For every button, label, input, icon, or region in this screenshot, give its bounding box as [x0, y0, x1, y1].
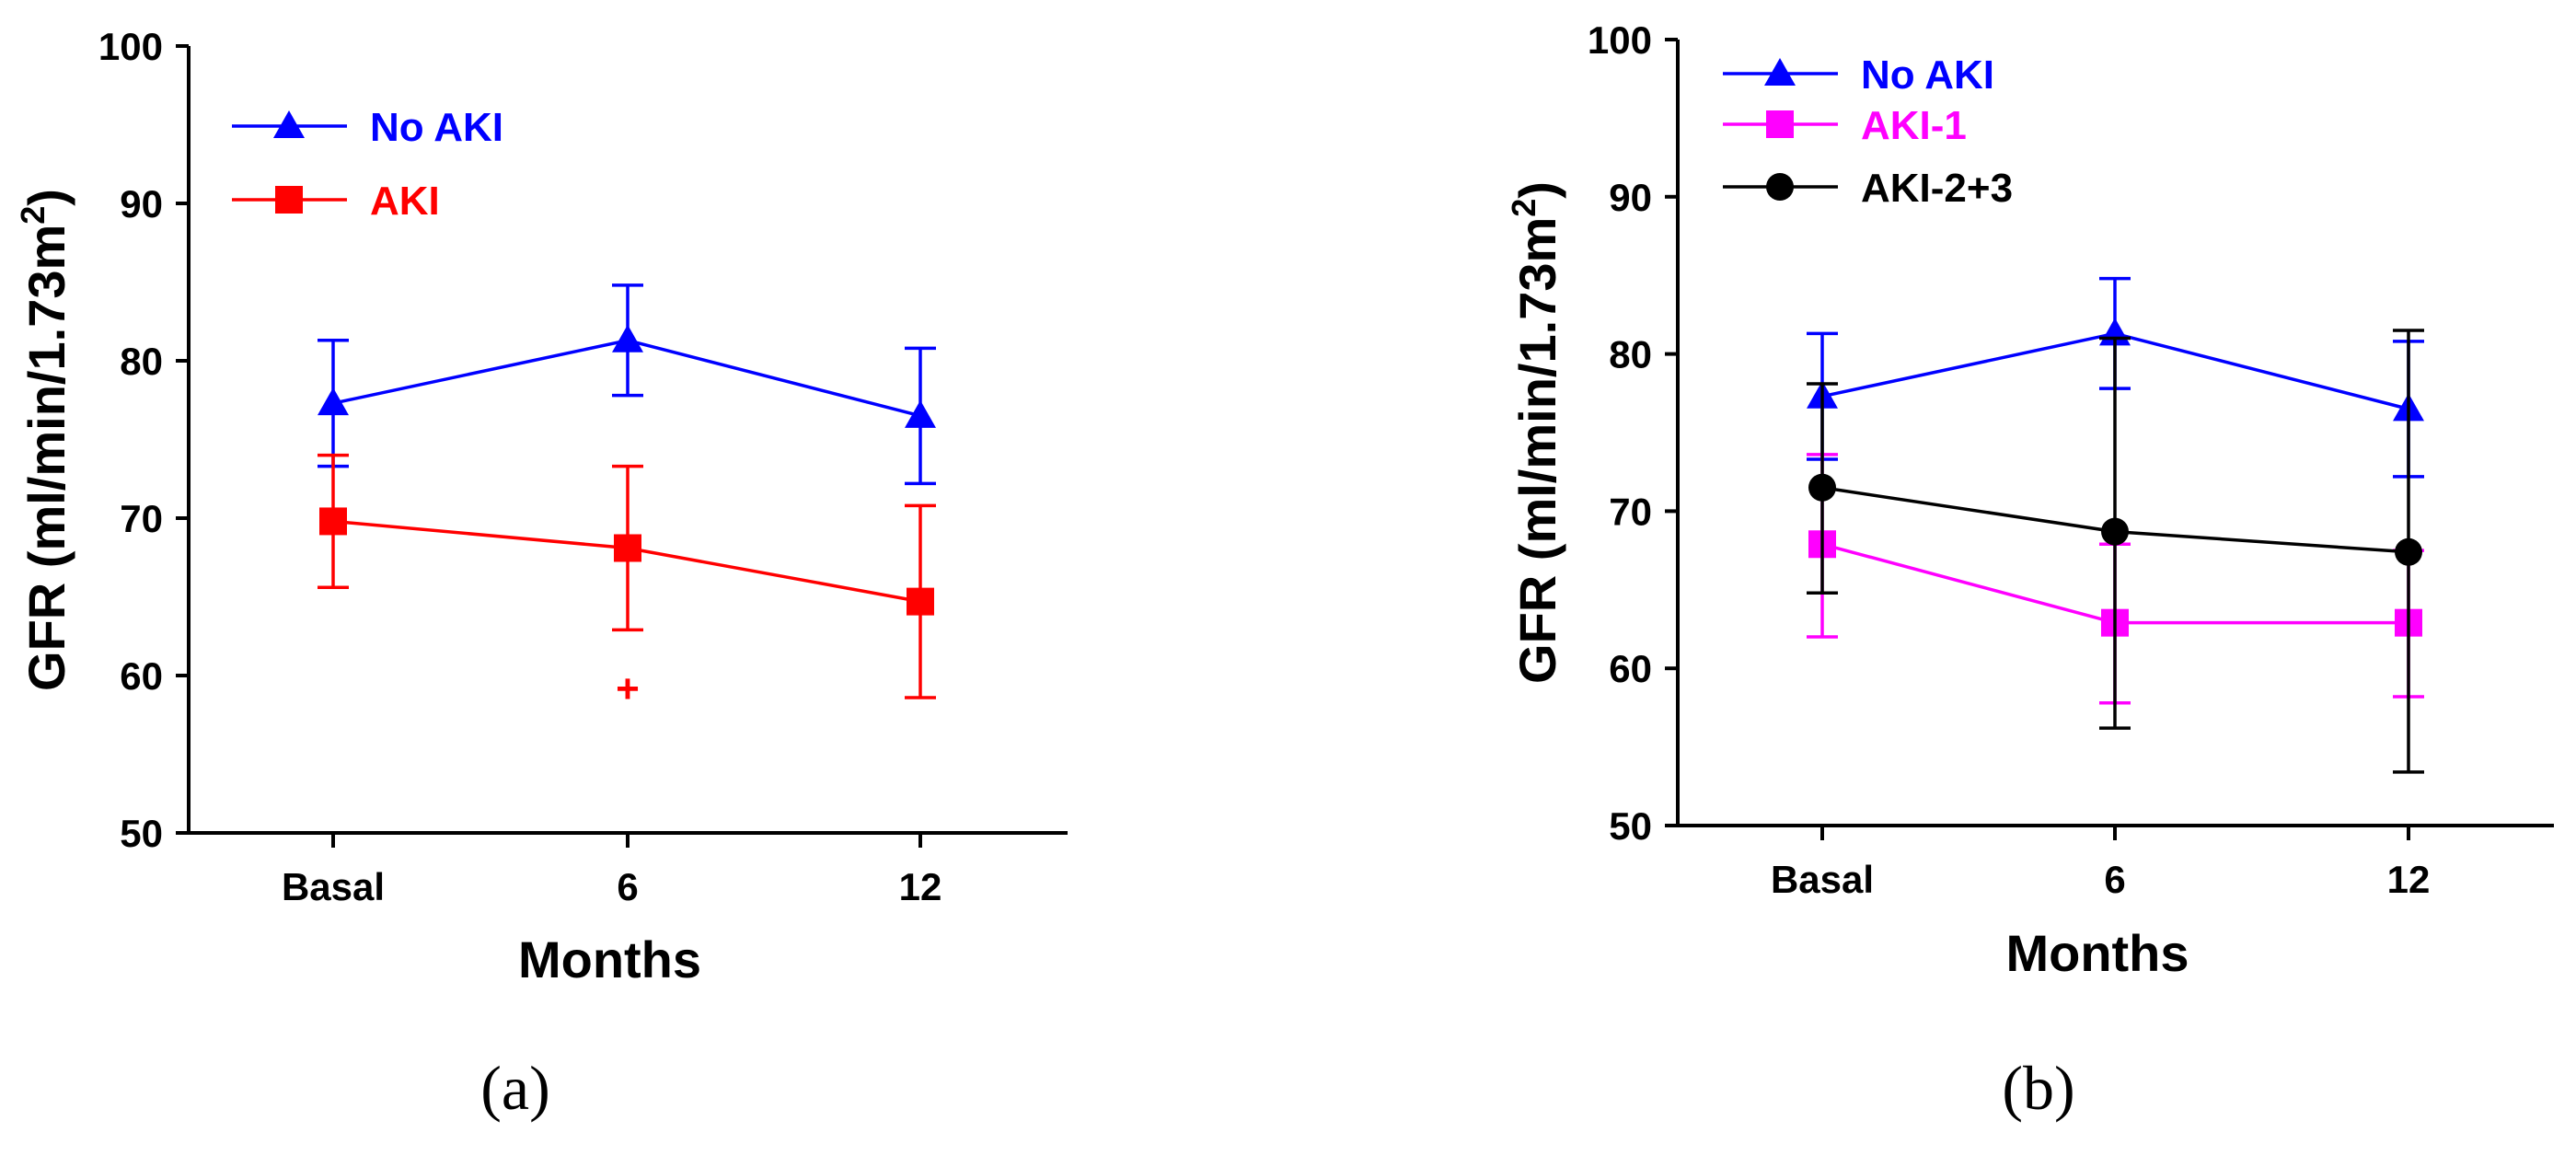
- y-tick-label: 90: [1609, 176, 1652, 219]
- data-point: [319, 507, 347, 536]
- x-tick-label: 6: [2104, 858, 2125, 901]
- legend-entry: AKI: [232, 179, 440, 224]
- y-tick-label: 60: [1609, 647, 1652, 690]
- data-point: [614, 534, 641, 562]
- significance-marker: +: [616, 666, 640, 711]
- legend-entry: AKI-1: [1723, 103, 1967, 148]
- y-tick-label: 90: [120, 182, 163, 225]
- x-tick-label: Basal: [282, 865, 385, 908]
- series-2: [1807, 329, 2424, 774]
- series-1: [318, 453, 936, 699]
- legend-marker: [1766, 173, 1794, 201]
- series-0: [318, 283, 936, 486]
- legend-label: No AKI: [1861, 52, 1994, 98]
- legend-label: AKI: [370, 179, 440, 224]
- y-axis-title: GFR (ml/min/1.73m2): [14, 189, 75, 691]
- legend-marker: [273, 110, 305, 138]
- data-point: [1808, 473, 1836, 502]
- y-tick-label: 60: [120, 654, 163, 698]
- y-tick-label: 100: [1588, 18, 1652, 62]
- y-tick-label: 50: [120, 812, 163, 855]
- legend-entry: AKI-2+3: [1723, 166, 2013, 211]
- y-axis-title: GFR (ml/min/1.73m2): [1505, 181, 1566, 684]
- data-point: [2395, 537, 2422, 566]
- legend-entry: No AKI: [232, 105, 503, 150]
- data-point: [905, 399, 936, 428]
- y-tick-label: 70: [1609, 490, 1652, 533]
- y-tick-label: 80: [1609, 333, 1652, 376]
- legend-entry: No AKI: [1723, 52, 1994, 98]
- y-tick-label: 100: [98, 25, 163, 68]
- legend-marker: [275, 186, 303, 214]
- legend-marker: [1764, 58, 1796, 86]
- chart-panel-a: 50 60 70 80 90 100 Basal 6 12 Months GFR (ml/min/1…: [14, 25, 1068, 1123]
- legend-marker: [1766, 110, 1794, 138]
- data-point: [612, 324, 643, 352]
- panel-label: (b): [2002, 1053, 2074, 1123]
- y-tick-label: 80: [120, 340, 163, 383]
- y-tick-label: 50: [1609, 804, 1652, 848]
- data-point: [907, 587, 934, 616]
- data-point: [318, 387, 349, 416]
- x-tick-label: 12: [2387, 858, 2431, 901]
- y-tick-label: 70: [120, 497, 163, 540]
- legend-label: AKI-2+3: [1861, 166, 2013, 211]
- panel-label: (a): [480, 1053, 549, 1123]
- legend-label: AKI-1: [1861, 103, 1967, 148]
- x-axis-title: Months: [2005, 924, 2189, 982]
- chart-panel-b: 50 60 70 80 90 100 Basal 6 12 Months GFR (ml/min/1…: [1505, 18, 2554, 1123]
- x-tick-label: 12: [899, 865, 942, 908]
- data-point: [2101, 517, 2129, 546]
- x-tick-label: 6: [617, 865, 638, 908]
- x-axis-title: Months: [518, 930, 701, 988]
- x-tick-label: Basal: [1771, 858, 1874, 901]
- legend-label: No AKI: [370, 105, 503, 150]
